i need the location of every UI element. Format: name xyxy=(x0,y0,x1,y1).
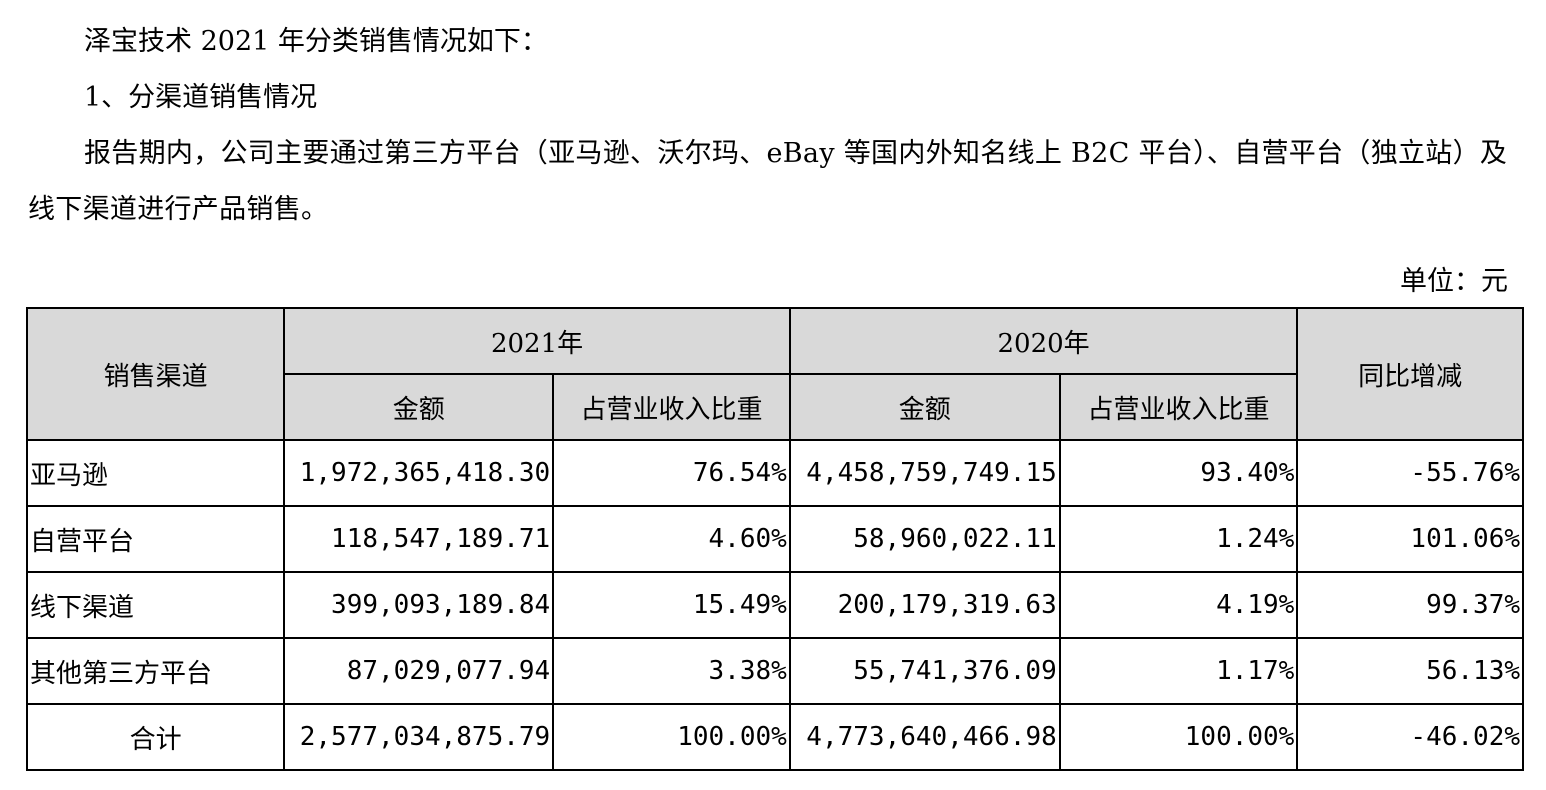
amount-2021-cell: 399,093,189.84 xyxy=(283,571,555,639)
total-label-cell: 合计 xyxy=(25,703,286,771)
total-row: 合计 2,577,034,875.79 100.00% 4,773,640,46… xyxy=(25,703,1524,771)
share-2021-cell: 3.38% xyxy=(552,637,791,705)
amount-2021-cell: 87,029,077.94 xyxy=(283,637,555,705)
yoy-cell: 101.06% xyxy=(1296,505,1524,573)
amount-2021-cell: 118,547,189.71 xyxy=(283,505,555,573)
sales-by-channel-table: 销售渠道 2021年 2020年 同比增减 金额 占营业收入比重 金额 占营业收… xyxy=(25,307,1524,771)
total-amount-2020-cell: 4,773,640,466.98 xyxy=(788,703,1061,771)
amount-2020-cell: 58,960,022.11 xyxy=(788,505,1061,573)
header-amount-2021: 金额 xyxy=(283,373,555,441)
amount-2021-cell: 1,972,365,418.30 xyxy=(283,439,555,507)
header-share-2021: 占营业收入比重 xyxy=(552,373,791,441)
header-yoy: 同比增减 xyxy=(1296,307,1524,441)
channel-cell: 其他第三方平台 xyxy=(25,637,286,705)
yoy-cell: 56.13% xyxy=(1296,637,1524,705)
section-heading: 1、分渠道销售情况 xyxy=(84,82,318,113)
header-year-2021: 2021年 xyxy=(283,307,791,375)
share-2020-cell: 93.40% xyxy=(1058,439,1299,507)
channel-cell: 自营平台 xyxy=(25,505,286,573)
intro-paragraph: 泽宝技术 2021 年分类销售情况如下： xyxy=(84,26,548,57)
header-share-2020: 占营业收入比重 xyxy=(1058,373,1299,441)
total-amount-2021-cell: 2,577,034,875.79 xyxy=(283,703,555,771)
total-share-2021-cell: 100.00% xyxy=(552,703,791,771)
yoy-cell: 99.37% xyxy=(1296,571,1524,639)
table-row: 自营平台 118,547,189.71 4.60% 58,960,022.11 … xyxy=(25,505,1524,573)
amount-2020-cell: 4,458,759,749.15 xyxy=(788,439,1061,507)
share-2021-cell: 4.60% xyxy=(552,505,791,573)
body-paragraph: 报告期内，公司主要通过第三方平台（亚马逊、沃尔玛、eBay 等国内外知名线上 B… xyxy=(28,138,1508,225)
share-2020-cell: 4.19% xyxy=(1058,571,1299,639)
channel-cell: 线下渠道 xyxy=(25,571,286,639)
table-row: 其他第三方平台 87,029,077.94 3.38% 55,741,376.0… xyxy=(25,637,1524,705)
share-2020-cell: 1.17% xyxy=(1058,637,1299,705)
channel-cell: 亚马逊 xyxy=(25,439,286,507)
unit-label: 单位：元 xyxy=(1400,266,1508,297)
header-amount-2020: 金额 xyxy=(788,373,1061,441)
table-row: 亚马逊 1,972,365,418.30 76.54% 4,458,759,74… xyxy=(25,439,1524,507)
header-channel: 销售渠道 xyxy=(25,307,286,441)
amount-2020-cell: 200,179,319.63 xyxy=(788,571,1061,639)
total-share-2020-cell: 100.00% xyxy=(1058,703,1299,771)
share-2020-cell: 1.24% xyxy=(1058,505,1299,573)
total-yoy-cell: -46.02% xyxy=(1296,703,1524,771)
yoy-cell: -55.76% xyxy=(1296,439,1524,507)
amount-2020-cell: 55,741,376.09 xyxy=(788,637,1061,705)
share-2021-cell: 76.54% xyxy=(552,439,791,507)
share-2021-cell: 15.49% xyxy=(552,571,791,639)
header-year-2020: 2020年 xyxy=(788,307,1299,375)
table-row: 线下渠道 399,093,189.84 15.49% 200,179,319.6… xyxy=(25,571,1524,639)
